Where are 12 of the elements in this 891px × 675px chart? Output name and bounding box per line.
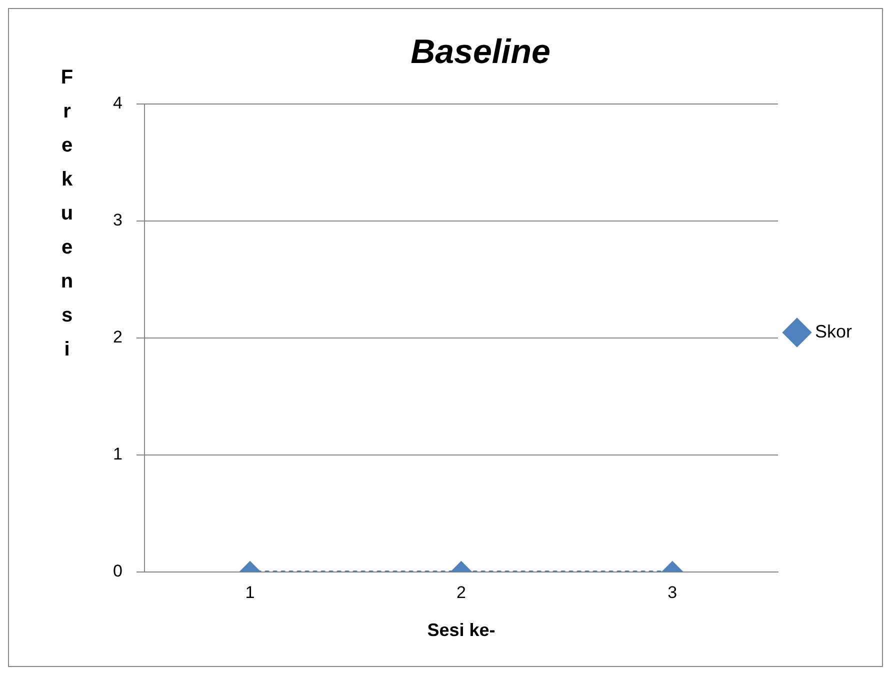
y-tick-label: 2 <box>112 328 122 347</box>
y-tick-label: 0 <box>112 562 122 581</box>
y-tick-label: 1 <box>112 444 122 464</box>
chart-title: Baseline <box>410 32 550 71</box>
x-tick-label: 2 <box>456 582 466 602</box>
x-axis-title: Sesi ke- <box>427 620 496 640</box>
legend-label: Skor <box>814 321 852 342</box>
y-tick-label: 4 <box>112 93 122 112</box>
x-tick-label: 1 <box>245 582 255 602</box>
x-tick-label: 3 <box>668 582 678 602</box>
text: Frekuensi <box>60 66 74 360</box>
y-tick-label: 3 <box>112 210 122 230</box>
